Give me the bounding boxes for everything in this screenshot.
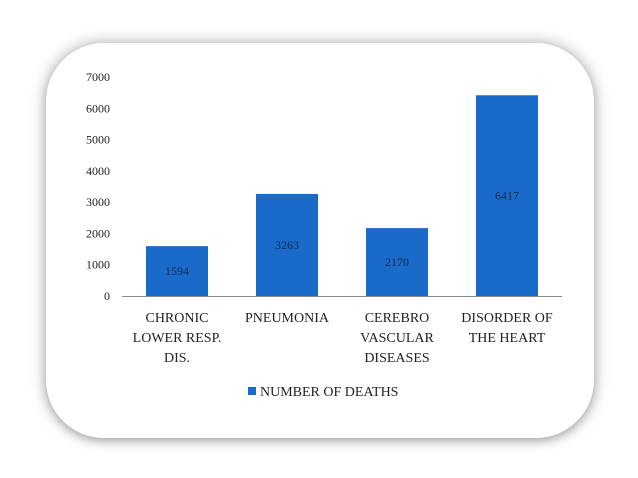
y-axis-ticks: 0 1000 2000 3000 4000 5000 6000 7000 [86, 70, 110, 303]
category-labels: CHRONIC LOWER RESP. DIS. PNEUMONIA CEREBRO VA… [133, 311, 553, 366]
bar-2 [366, 228, 428, 296]
category-label-2-line-2: DISEASES [364, 351, 429, 366]
category-label-2-line-1: VASCULAR [360, 331, 434, 346]
y-tick-label-7: 7000 [86, 70, 110, 84]
y-tick-label-4: 4000 [86, 164, 110, 178]
data-labels: 1594 3263 2170 6417 [165, 189, 519, 278]
data-label-0: 1594 [165, 264, 189, 278]
bar-0 [146, 246, 208, 296]
legend-label: NUMBER OF DEATHS [260, 385, 398, 400]
category-label-0-line-2: DIS. [164, 351, 190, 366]
bar-1 [256, 193, 318, 296]
legend: NUMBER OF DEATHS [248, 385, 398, 400]
y-tick-label-2: 2000 [86, 226, 110, 240]
category-label-1-line-0: PNEUMONIA [245, 311, 330, 326]
category-label-3-line-0: DISORDER OF [461, 311, 553, 326]
y-tick-label-1: 1000 [86, 258, 110, 272]
y-tick-label-5: 5000 [86, 133, 110, 147]
category-label-3-line-1: THE HEART [469, 331, 546, 346]
legend-swatch [248, 387, 256, 395]
category-label-0-line-0: CHRONIC [145, 311, 208, 326]
bars [146, 95, 538, 297]
data-label-1: 3263 [275, 238, 299, 252]
data-label-3: 6417 [495, 189, 519, 203]
category-label-0-line-1: LOWER RESP. [133, 331, 222, 346]
y-tick-label-0: 0 [104, 289, 110, 303]
y-tick-label-6: 6000 [86, 101, 110, 115]
bar-3 [476, 95, 538, 297]
category-label-2-line-0: CEREBRO [365, 311, 430, 326]
data-label-2: 2170 [385, 255, 409, 269]
y-tick-label-3: 3000 [86, 195, 110, 209]
